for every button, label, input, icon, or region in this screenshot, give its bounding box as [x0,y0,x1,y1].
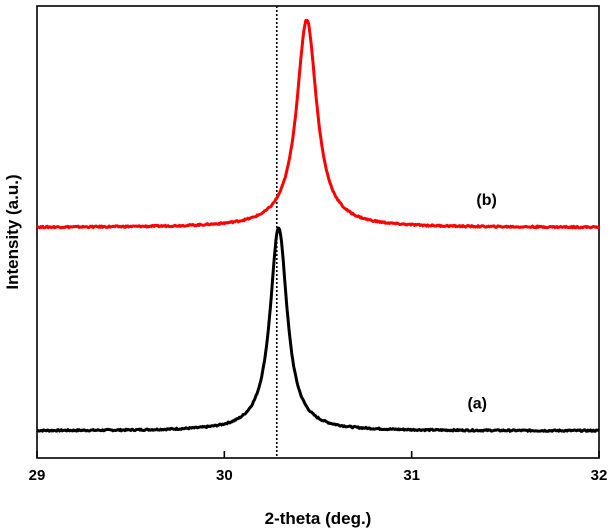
x-axis-title: 2-theta (deg.) [265,509,372,528]
x-tick-label: 29 [29,467,46,484]
x-tick-label: 32 [591,467,608,484]
series-label-b: (b) [476,192,496,209]
x-tick-label: 30 [216,467,233,484]
y-axis-title: Intensity (a.u.) [3,174,22,289]
series-label-a: (a) [467,395,487,412]
plot-frame [36,5,600,459]
x-tick-label: 31 [403,467,420,484]
series-line-a [36,226,600,433]
series-line-b [36,18,601,230]
